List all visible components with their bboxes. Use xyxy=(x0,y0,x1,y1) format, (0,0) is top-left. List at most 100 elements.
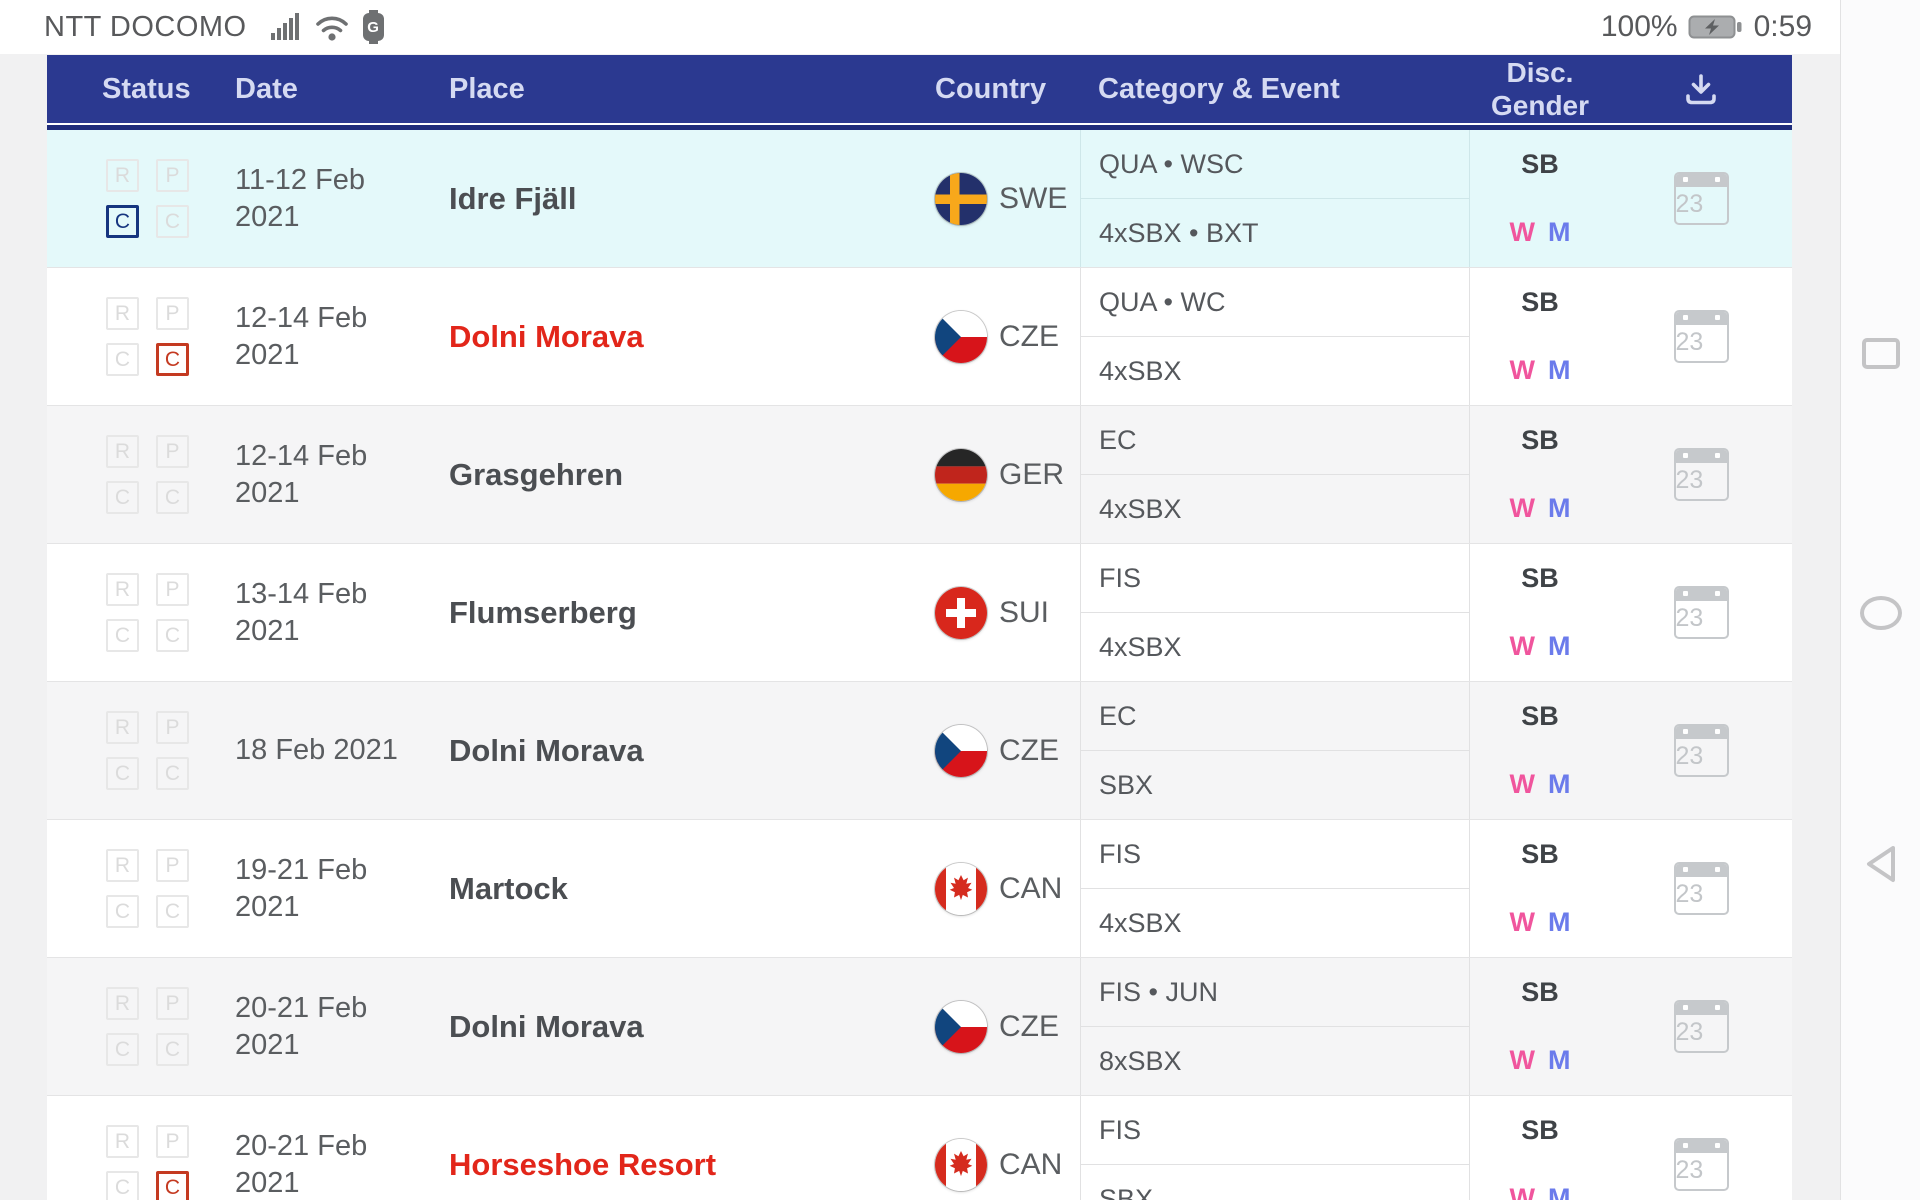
event-row[interactable]: R P C C 18 Feb 2021 Dolni Morava CZE EC … xyxy=(47,682,1792,820)
country-flag-icon xyxy=(935,724,987,777)
place-link[interactable]: Flumserberg xyxy=(449,594,637,630)
gender-men-link[interactable]: M xyxy=(1547,355,1571,386)
status-badge-p[interactable]: P xyxy=(156,711,189,744)
battery-percent-label: 100% xyxy=(1600,10,1678,43)
status-bar-left-icons: G xyxy=(269,10,384,44)
gender-men-link[interactable]: M xyxy=(1547,1183,1571,1200)
place-cell: Idre Fjäll xyxy=(437,181,905,217)
status-badge-c1[interactable]: C xyxy=(106,895,139,928)
event-label: 8xSBX xyxy=(1099,1045,1182,1076)
status-badge-c2[interactable]: C xyxy=(156,343,189,376)
place-link[interactable]: Grasgehren xyxy=(449,456,624,492)
status-badge-r[interactable]: R xyxy=(106,1125,139,1158)
add-to-calendar-icon[interactable]: 23 xyxy=(1673,172,1729,225)
gender-men-link[interactable]: M xyxy=(1547,631,1571,662)
place-link[interactable]: Dolni Morava xyxy=(449,318,644,354)
gender-women-link[interactable]: W xyxy=(1509,1045,1535,1076)
add-to-calendar-icon[interactable]: 23 xyxy=(1673,862,1729,915)
status-badge-r[interactable]: R xyxy=(106,435,139,468)
gender-women-link[interactable]: W xyxy=(1509,907,1535,938)
status-badge-c2[interactable]: C xyxy=(156,1033,189,1066)
add-to-calendar-icon[interactable]: 23 xyxy=(1673,1000,1729,1053)
status-badge-c1[interactable]: C xyxy=(106,619,139,652)
gender-men-link[interactable]: M xyxy=(1547,769,1571,800)
status-badge-p[interactable]: P xyxy=(156,987,189,1020)
status-badge-r[interactable]: R xyxy=(106,573,139,606)
event-date: 12-14 Feb 2021 xyxy=(235,439,368,509)
event-label: 4xSBX • BXT xyxy=(1099,217,1259,248)
gender-women-link[interactable]: W xyxy=(1509,355,1535,386)
status-badge-c1[interactable]: C xyxy=(106,205,139,238)
event-row[interactable]: R P C C 13-14 Feb 2021 Flumserberg SUI F… xyxy=(47,544,1792,682)
status-badge-p[interactable]: P xyxy=(156,573,189,606)
event-row[interactable]: R P C C 11-12 Feb 2021 Idre Fjäll SWE QU… xyxy=(47,130,1792,268)
status-badge-p[interactable]: P xyxy=(156,297,189,330)
add-to-calendar-icon[interactable]: 23 xyxy=(1673,724,1729,777)
gender-men-link[interactable]: M xyxy=(1547,1045,1571,1076)
status-badge-r[interactable]: R xyxy=(106,159,139,192)
back-icon[interactable] xyxy=(1863,842,1899,886)
add-to-calendar-icon[interactable]: 23 xyxy=(1673,448,1729,501)
gender-men-link[interactable]: M xyxy=(1547,907,1571,938)
event-row[interactable]: R P C C 12-14 Feb 2021 Dolni Morava CZE … xyxy=(47,268,1792,406)
gender-women-link[interactable]: W xyxy=(1509,631,1535,662)
status-badge-c1[interactable]: C xyxy=(106,1171,139,1200)
place-link[interactable]: Idre Fjäll xyxy=(449,180,577,216)
event-row[interactable]: R P C C 20-21 Feb 2021 Horseshoe Resort … xyxy=(47,1096,1792,1200)
status-badge-p[interactable]: P xyxy=(156,1125,189,1158)
gender-women-link[interactable]: W xyxy=(1509,1183,1535,1200)
date-cell: 12-14 Feb 2021 xyxy=(207,300,437,374)
add-to-calendar-icon[interactable]: 23 xyxy=(1673,1138,1729,1191)
home-icon[interactable] xyxy=(1859,596,1902,630)
status-badge-c2[interactable]: C xyxy=(156,481,189,514)
status-badge-p[interactable]: P xyxy=(156,849,189,882)
status-badge-r[interactable]: R xyxy=(106,297,139,330)
status-badge-c1[interactable]: C xyxy=(106,757,139,790)
gender-women-link[interactable]: W xyxy=(1509,769,1535,800)
country-cell: SWE xyxy=(905,172,1080,225)
disc-gender-cell: SB W M xyxy=(1470,820,1610,957)
status-badge-c2[interactable]: C xyxy=(156,757,189,790)
country-code: CAN xyxy=(999,871,1063,905)
status-badge-p[interactable]: P xyxy=(156,435,189,468)
gender-men-link[interactable]: M xyxy=(1547,493,1571,524)
event-label: 4xSBX xyxy=(1099,355,1182,386)
country-code: CZE xyxy=(999,1009,1059,1043)
add-to-calendar-icon[interactable]: 23 xyxy=(1673,310,1729,363)
status-badge-c1[interactable]: C xyxy=(106,1033,139,1066)
status-badge-p[interactable]: P xyxy=(156,159,189,192)
place-cell: Horseshoe Resort xyxy=(437,1147,905,1183)
place-cell: Dolni Morava xyxy=(437,733,905,769)
event-row[interactable]: R P C C 12-14 Feb 2021 Grasgehren GER EC… xyxy=(47,406,1792,544)
status-badge-c2[interactable]: C xyxy=(156,895,189,928)
gender-women-link[interactable]: W xyxy=(1509,217,1535,248)
status-badge-c1[interactable]: C xyxy=(106,343,139,376)
gender-women-link[interactable]: W xyxy=(1509,493,1535,524)
status-badge-c2[interactable]: C xyxy=(156,619,189,652)
calendar-day-number: 23 xyxy=(1675,328,1704,356)
status-badge-c2[interactable]: C xyxy=(156,205,189,238)
recents-icon[interactable] xyxy=(1861,338,1900,369)
event-row[interactable]: R P C C 19-21 Feb 2021 Martock CAN FIS 4… xyxy=(47,820,1792,958)
gender-men-link[interactable]: M xyxy=(1547,217,1571,248)
android-nav-bar xyxy=(1840,0,1920,1200)
place-link[interactable]: Martock xyxy=(449,870,568,906)
status-badge-c2[interactable]: C xyxy=(156,1171,189,1200)
download-button[interactable] xyxy=(1610,69,1792,109)
status-badge-r[interactable]: R xyxy=(106,987,139,1020)
status-badge-c1[interactable]: C xyxy=(106,481,139,514)
place-link[interactable]: Dolni Morava xyxy=(449,732,644,768)
calendar-cell: 23 xyxy=(1610,544,1792,681)
add-to-calendar-icon[interactable]: 23 xyxy=(1673,586,1729,639)
event-date: 20-21 Feb 2021 xyxy=(235,1129,368,1199)
status-badge-r[interactable]: R xyxy=(106,849,139,882)
place-link[interactable]: Dolni Morava xyxy=(449,1008,644,1044)
status-badges: R P C C xyxy=(106,987,207,1066)
country-flag-icon xyxy=(935,310,987,363)
place-link[interactable]: Horseshoe Resort xyxy=(449,1146,717,1182)
event-row[interactable]: R P C C 20-21 Feb 2021 Dolni Morava CZE … xyxy=(47,958,1792,1096)
event-date: 20-21 Feb 2021 xyxy=(235,991,368,1061)
country-cell: CAN xyxy=(905,862,1080,915)
status-badge-r[interactable]: R xyxy=(106,711,139,744)
category-label: FIS xyxy=(1081,1096,1469,1165)
